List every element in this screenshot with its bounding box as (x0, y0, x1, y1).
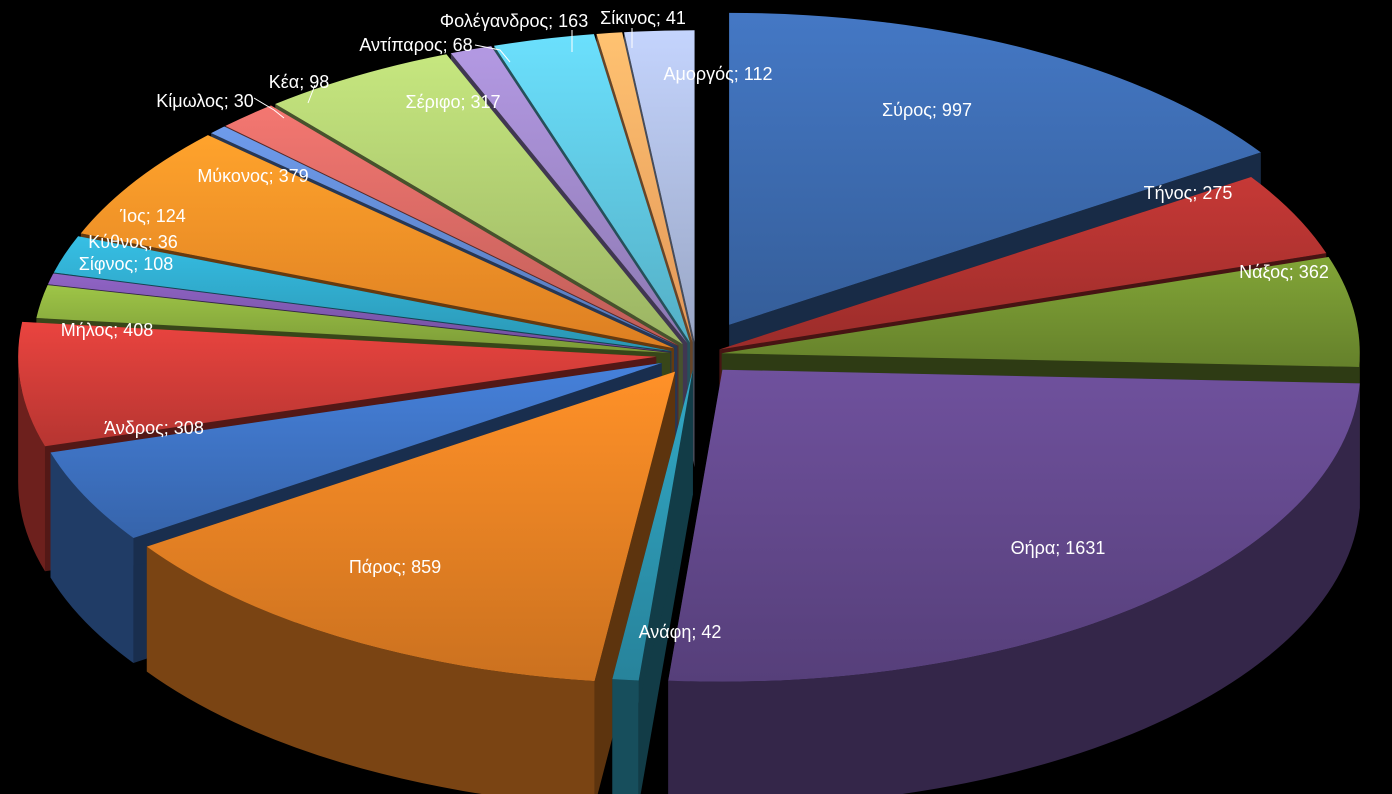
slice-label-8: Σίφνος; 108 (79, 254, 174, 274)
slice-1 (719, 177, 1327, 350)
slice-label-3: Θήρα; 1631 (1011, 538, 1106, 558)
slice-4 (612, 369, 693, 681)
slice-12 (211, 126, 678, 347)
leader-line-15 (474, 44, 511, 63)
slice-6 (50, 362, 662, 538)
slice-label-14: Σέριφο; 317 (405, 92, 500, 112)
slice-9 (47, 273, 671, 353)
slice-label-11: Μύκονος; 379 (197, 166, 308, 186)
slice-outer-wall-3-0 (668, 383, 1360, 794)
slice-11 (80, 135, 675, 349)
slice-13 (225, 105, 679, 346)
slice-outer-wall-6-0 (50, 452, 134, 663)
slice-label-9: Κύθνος; 36 (88, 232, 178, 252)
slice-5 (146, 371, 676, 682)
slice-16 (494, 34, 691, 343)
slice-label-18: Αμοργός; 112 (663, 64, 772, 84)
slice-label-7: Μήλος; 408 (61, 320, 153, 340)
slice-label-6: Άνδρος; 308 (104, 418, 204, 438)
slice-2 (721, 256, 1360, 368)
slice-outer-wall-5-0 (146, 546, 595, 794)
slice-18 (624, 30, 695, 343)
slice-label-1: Τήνος; 275 (1144, 183, 1233, 203)
slice-0 (729, 12, 1261, 325)
leader-line-13 (307, 84, 316, 104)
slice-outer-wall-4-0 (612, 679, 639, 794)
slice-label-13: Κέα; 98 (269, 72, 329, 92)
slice-3 (668, 369, 1360, 682)
slice-label-17: Σίκινος; 41 (600, 8, 686, 28)
slice-label-4: Ανάφη; 42 (639, 622, 722, 642)
slice-label-5: Πάρος; 859 (349, 557, 441, 577)
slice-8 (36, 285, 671, 353)
slice-label-15: Αντίπαρος; 68 (359, 35, 472, 55)
slice-7 (18, 321, 657, 447)
slice-14 (275, 54, 683, 345)
slice-17 (596, 32, 693, 343)
slice-label-12: Κίμωλος; 30 (156, 91, 254, 111)
slice-label-2: Νάξος; 362 (1239, 262, 1329, 282)
slice-outer-wall-7-0 (18, 356, 45, 572)
slice-10 (53, 236, 672, 352)
slice-label-16: Φολέγανδρος; 163 (440, 11, 588, 31)
slice-label-0: Σύρος; 997 (882, 100, 972, 120)
slice-15 (450, 46, 688, 344)
slice-label-10: Ίος; 124 (119, 206, 186, 226)
leader-line-12 (253, 97, 285, 119)
slice-wall-6-1 (50, 362, 662, 578)
